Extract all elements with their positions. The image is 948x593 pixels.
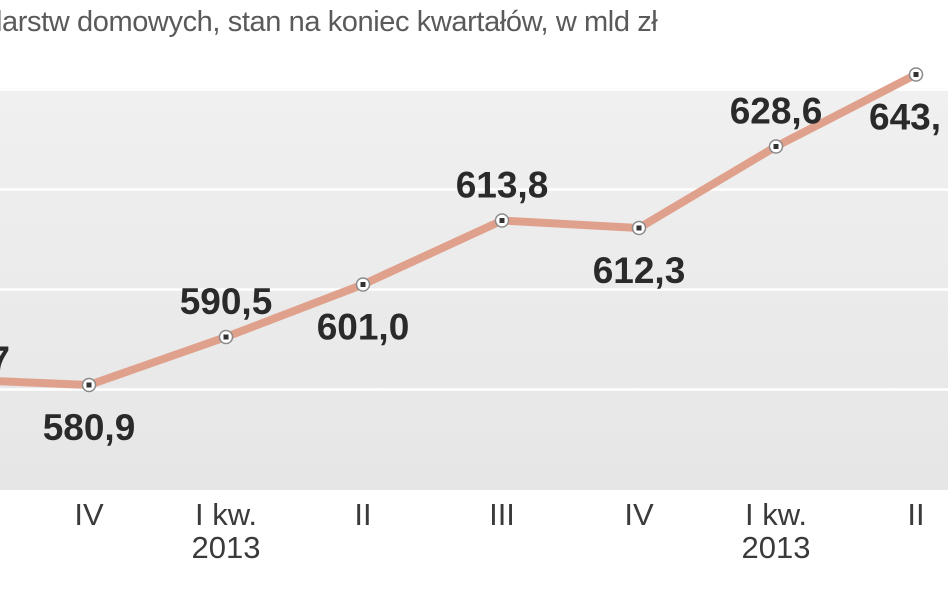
chart-subtitle: larstw domowych, stan na koniec kwartałó… bbox=[0, 6, 658, 38]
x-tick-label: I kw. 2013 bbox=[742, 497, 811, 565]
data-point-center bbox=[86, 382, 92, 388]
data-label: 590,5 bbox=[180, 281, 273, 322]
data-label: 613,8 bbox=[456, 165, 549, 206]
series-line bbox=[0, 70, 920, 389]
data-point-center bbox=[360, 282, 366, 287]
data-label: 628,6 bbox=[730, 91, 823, 132]
data-point-center bbox=[913, 72, 919, 77]
data-point-center bbox=[773, 144, 779, 149]
x-tick-label: II bbox=[907, 497, 924, 532]
data-point-center bbox=[636, 225, 642, 231]
x-tick-label: I kw. 2013 bbox=[192, 497, 261, 565]
data-label: 580,9 bbox=[43, 407, 136, 448]
data-label: 601,0 bbox=[317, 307, 410, 348]
data-point-center bbox=[223, 334, 229, 340]
x-tick-label: II bbox=[354, 497, 371, 532]
x-tick-label: IV bbox=[74, 497, 104, 532]
x-tick-label: IV bbox=[624, 497, 654, 532]
data-label: 612,3 bbox=[593, 250, 686, 291]
data-point-center bbox=[499, 218, 505, 223]
data-label: 643, bbox=[869, 97, 941, 138]
data-label: 7 bbox=[0, 339, 10, 380]
x-tick-label: III bbox=[489, 497, 515, 532]
